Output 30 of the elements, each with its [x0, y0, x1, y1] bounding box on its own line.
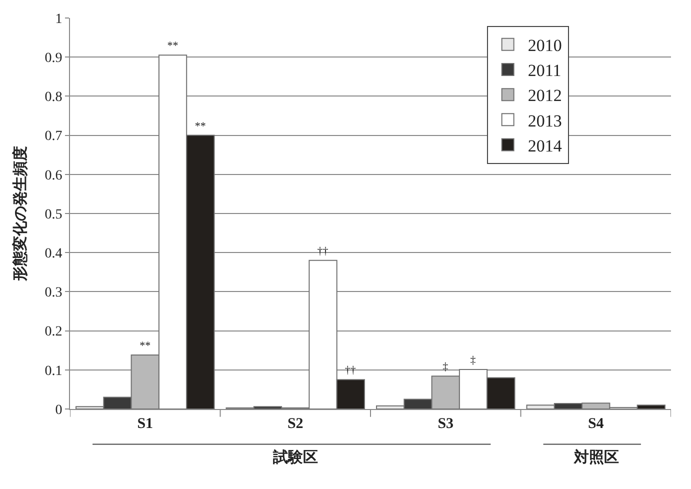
y-tick-label: 0.4	[44, 246, 62, 262]
legend-label: 2011	[528, 61, 562, 80]
y-tick-label: 0.2	[44, 324, 62, 340]
legend-label: 2012	[528, 86, 562, 106]
data-label: ‡	[442, 361, 449, 374]
x-tick-label: S3	[438, 416, 454, 432]
y-tick-label: 1	[55, 12, 62, 27]
x-tick-label: S4	[588, 416, 604, 432]
y-tick-label: 0.3	[44, 286, 62, 301]
y-axis-title: 形態変化の発生頻度	[10, 146, 29, 282]
data-label: **	[194, 120, 206, 132]
x-tick-label: S2	[287, 416, 304, 432]
x-tick-label: S1	[137, 416, 154, 432]
legend-label: 2013	[528, 111, 562, 130]
y-tick-label: 0.8	[44, 90, 62, 106]
y-tick-label: 0.5	[44, 207, 62, 222]
y-tick-label: 0.9	[44, 51, 62, 66]
data-label: ††	[344, 364, 356, 377]
text: 試験区	[272, 448, 318, 466]
legend-label: 2014	[528, 136, 562, 156]
data-label: ‡	[470, 354, 476, 367]
data-label: **	[140, 340, 151, 352]
data-label: ††	[317, 245, 329, 258]
y-tick-label: 0.6	[44, 168, 62, 184]
text: 対照区	[573, 448, 619, 466]
y-tick-label: 0.1	[44, 364, 62, 379]
data-label: **	[167, 40, 178, 52]
y-tick-label: 0	[55, 402, 62, 418]
y-tick-label: 0.7	[44, 129, 62, 144]
legend-label: 2010	[528, 36, 562, 55]
